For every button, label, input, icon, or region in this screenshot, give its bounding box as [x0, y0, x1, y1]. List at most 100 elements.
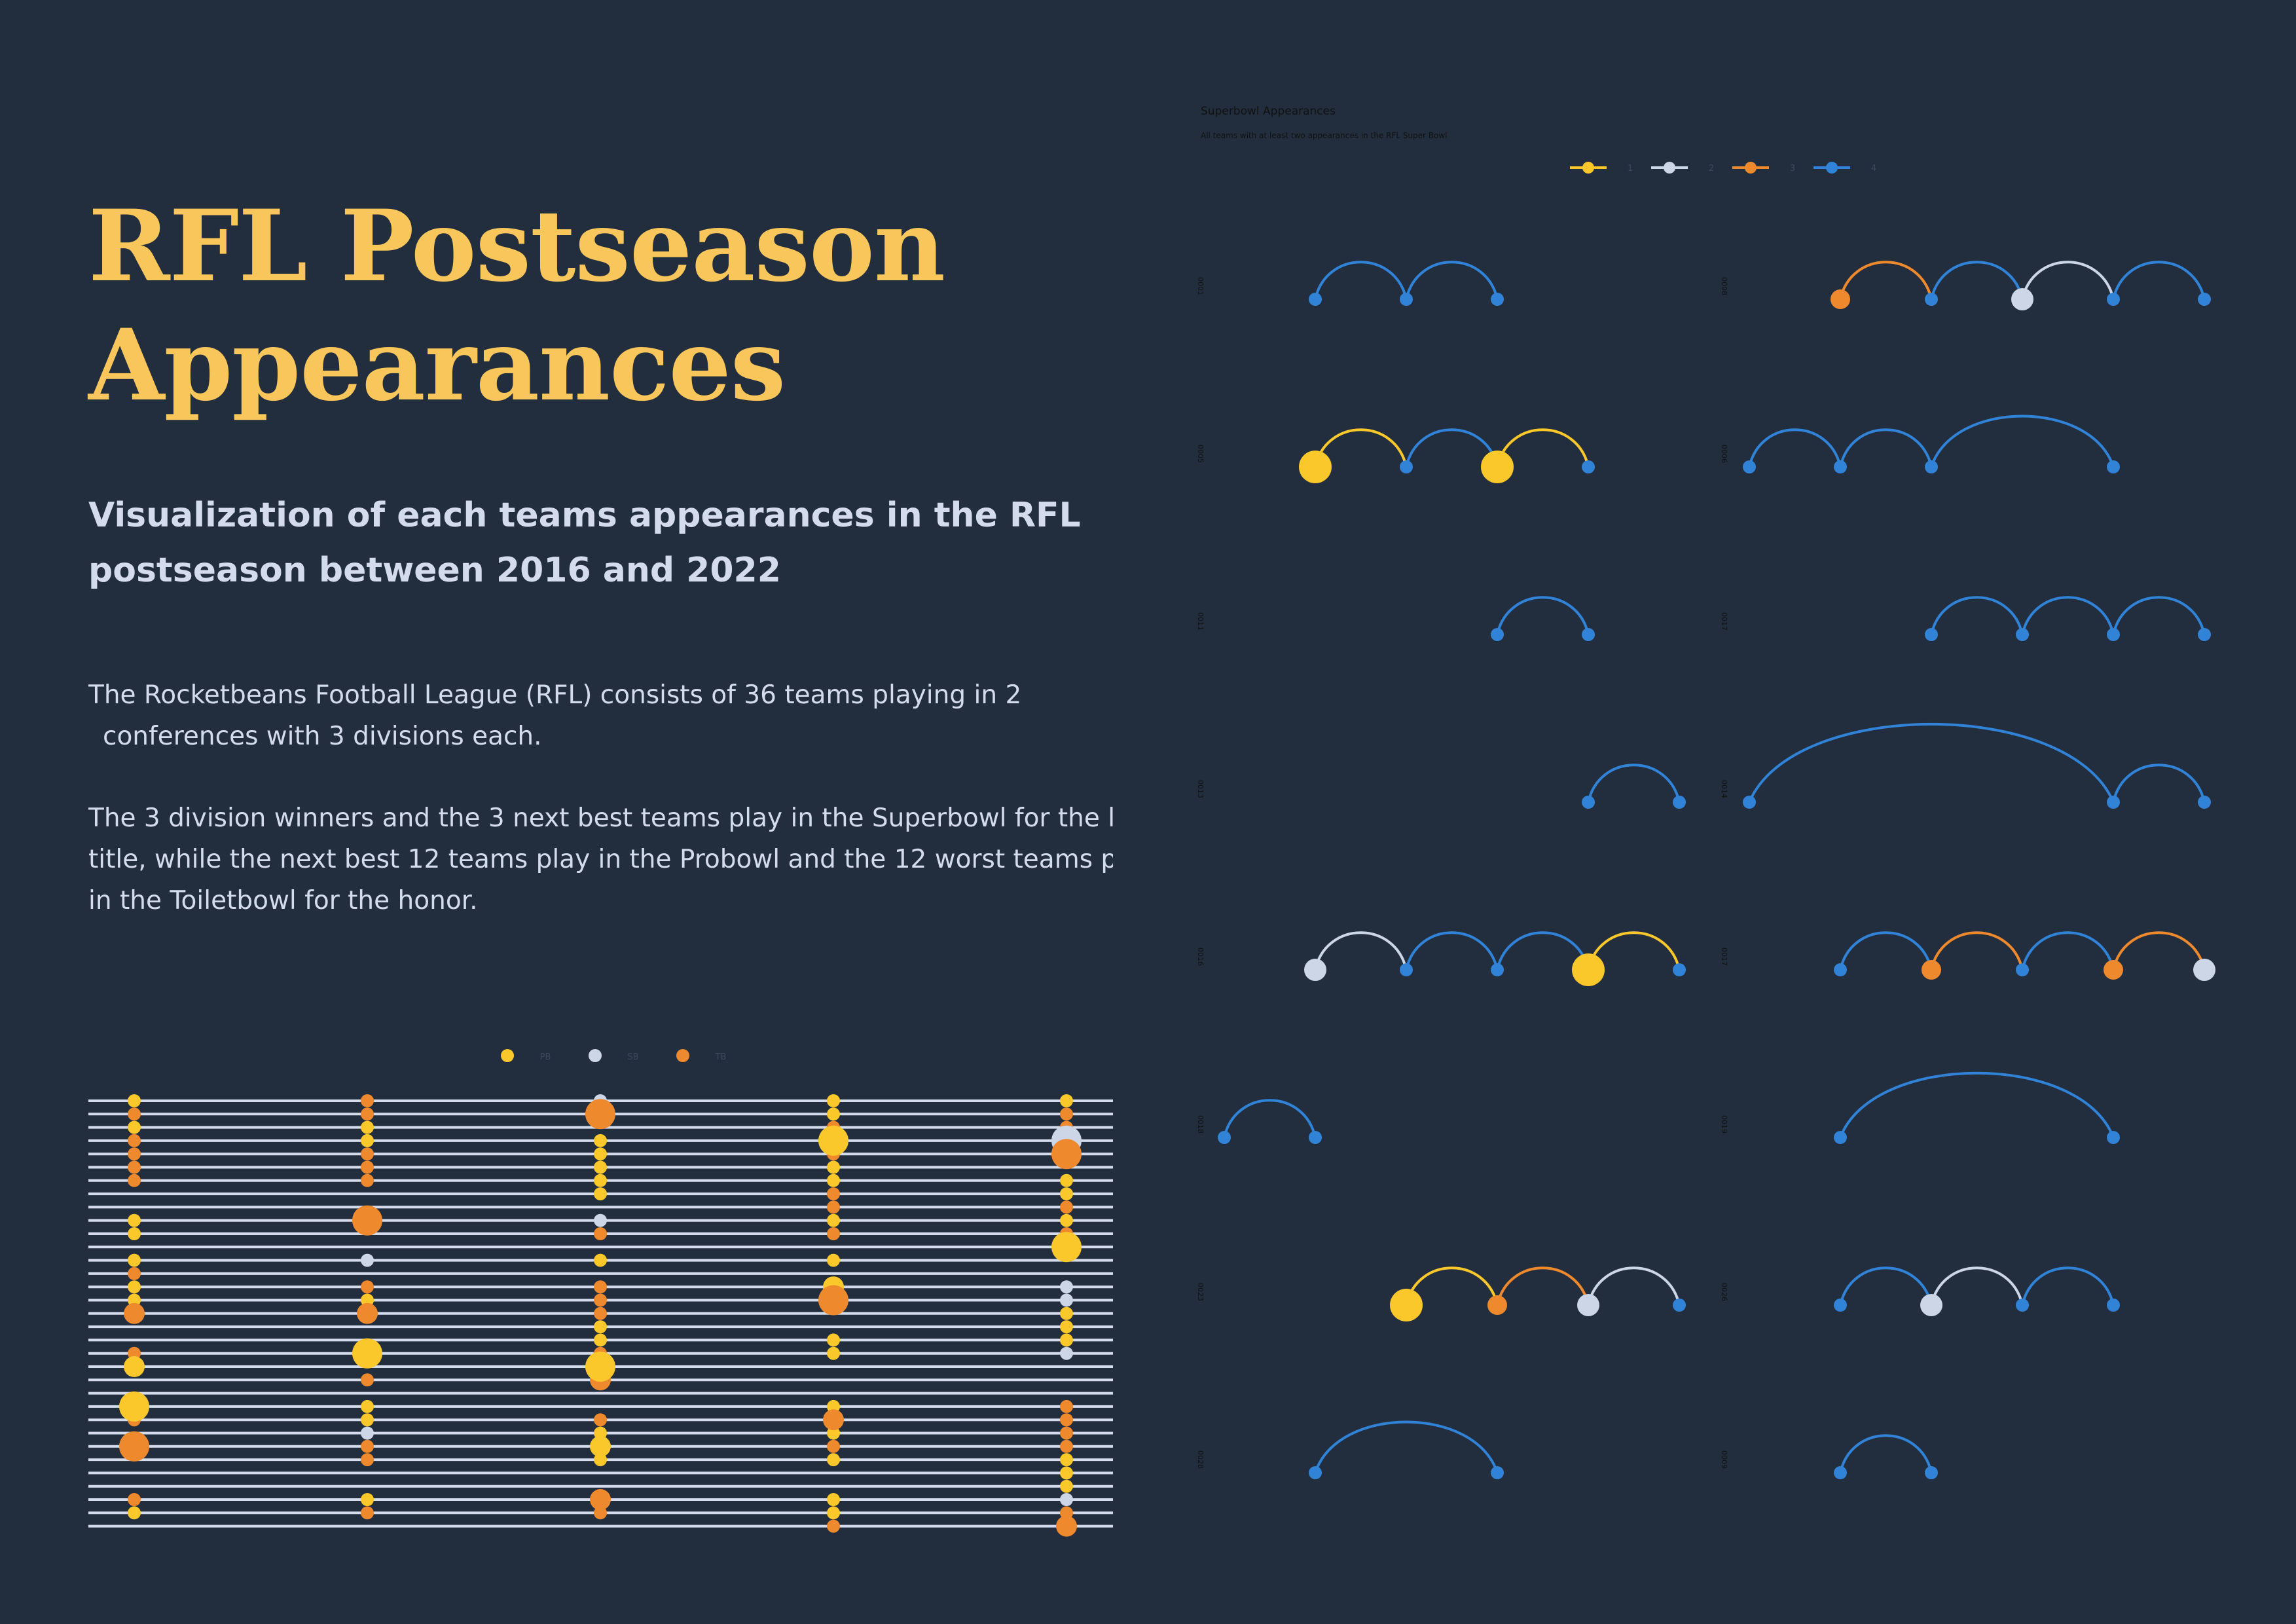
dot-point — [827, 1493, 840, 1506]
dot-point — [827, 1200, 840, 1214]
dot-point — [827, 1253, 840, 1267]
appearance-point — [1309, 1466, 1322, 1479]
team-label: 0028 — [1196, 1450, 1205, 1469]
team-panel: 0018 — [1196, 1099, 1322, 1144]
dot-point — [1060, 1333, 1073, 1347]
appearance-point — [1834, 963, 1847, 976]
appearance-arc — [1314, 931, 1408, 970]
dot-point — [827, 1346, 840, 1360]
dot-point — [361, 1160, 374, 1174]
intro-line: title, while the next best 12 teams play… — [88, 845, 1113, 874]
dot-point — [361, 1293, 374, 1307]
dot-point — [128, 1506, 141, 1520]
dot-point — [361, 1173, 374, 1187]
dot-point — [128, 1147, 141, 1161]
appearance-point — [1491, 1466, 1504, 1479]
dot-point — [361, 1373, 374, 1387]
appearance-point — [2107, 460, 2120, 473]
appearance-point — [2107, 1299, 2120, 1312]
appearance-point — [2107, 796, 2120, 809]
page-subtitle: Visualization of each teams appearances … — [88, 496, 1081, 590]
appearance-point — [1304, 959, 1326, 981]
dot-point — [827, 1333, 840, 1347]
appearance-arc — [1839, 1434, 1933, 1473]
appearance-point — [1582, 460, 1595, 473]
dot-point — [818, 1125, 848, 1156]
dot-point — [1060, 1439, 1073, 1453]
appearance-arc — [2112, 931, 2206, 970]
team-panel: 0016 — [1196, 931, 1686, 986]
team-panel: 0005 — [1196, 428, 1595, 483]
intro-line: in the Toiletbowl for the honor. — [88, 886, 478, 915]
dot-point — [827, 1399, 840, 1413]
appearance-point — [1743, 460, 1756, 473]
dot-point — [594, 1506, 607, 1520]
legend-label: 3 — [1790, 164, 1795, 174]
dot-point — [352, 1338, 382, 1369]
appearance-point — [1491, 293, 1504, 306]
dot-point — [1060, 1426, 1073, 1440]
legend-label: 4 — [1871, 164, 1876, 174]
team-panel: 0026 — [1720, 1266, 2120, 1316]
legend-dot — [501, 1049, 514, 1062]
appearance-point — [1834, 1299, 1847, 1312]
appearance-arc — [1839, 1266, 1933, 1306]
dot-point — [361, 1280, 374, 1294]
dot-point — [594, 1320, 607, 1334]
appearance-point — [2107, 293, 2120, 306]
appearance-point — [1925, 460, 1938, 473]
appearance-point — [1673, 963, 1686, 976]
appearance-arc — [1496, 596, 1590, 635]
dot-point — [594, 1413, 607, 1427]
dot-point — [128, 1134, 141, 1147]
appearance-arc — [1587, 764, 1681, 803]
appearance-point — [1572, 953, 1605, 986]
appearance-point — [1925, 628, 1938, 641]
appearance-point — [1925, 1466, 1938, 1479]
dot-point — [827, 1187, 840, 1201]
appearance-arc — [1314, 428, 1408, 468]
legend-label: 1 — [1628, 164, 1633, 174]
dot-point — [590, 1489, 611, 1510]
team-panel: 0009 — [1720, 1434, 1938, 1479]
appearance-arc — [2021, 261, 2115, 300]
dot-point — [594, 1173, 607, 1187]
dot-point — [827, 1213, 840, 1227]
team-label: 0011 — [1196, 612, 1205, 631]
dot-point — [1060, 1506, 1073, 1520]
team-label: 0017 — [1720, 612, 1728, 631]
legend-dot — [1664, 162, 1675, 174]
dot-point — [361, 1426, 374, 1440]
page-title: RFL Postseason Appearances — [88, 189, 945, 423]
dot-point — [594, 1147, 607, 1161]
team-panel: 0008 — [1720, 261, 2211, 310]
appearance-arc — [1839, 1071, 2115, 1138]
dot-point — [124, 1356, 145, 1377]
appearance-point — [2198, 628, 2211, 641]
appearance-point — [1920, 1294, 1942, 1316]
dot-point — [1060, 1107, 1073, 1121]
arc-chart-title: Superbowl Appearances — [1201, 105, 1336, 118]
appearance-point — [1673, 796, 1686, 809]
dot-point — [594, 1293, 607, 1307]
dot-point — [361, 1094, 374, 1107]
appearance-arc — [1405, 428, 1499, 468]
appearance-point — [2107, 1131, 2120, 1144]
dot-point — [128, 1227, 141, 1240]
arc-chart-legend: 1 2 3 4 — [1570, 162, 1876, 174]
legend-dot — [589, 1049, 602, 1062]
appearance-point — [1925, 293, 1938, 306]
team-panel: 0019 — [1720, 1071, 2120, 1144]
appearance-point — [2016, 963, 2029, 976]
dot-point — [128, 1266, 141, 1280]
appearance-arc — [1405, 931, 1499, 970]
dot-point — [128, 1107, 141, 1121]
dot-point — [823, 1409, 844, 1431]
team-panel: 0013 — [1196, 764, 1686, 809]
appearance-point — [2011, 288, 2033, 310]
arc-chart-subtitle: All teams with at least two appearances … — [1201, 131, 1448, 140]
dot-point — [818, 1285, 848, 1316]
dot-point — [361, 1253, 374, 1267]
appearance-point — [1390, 1289, 1423, 1321]
